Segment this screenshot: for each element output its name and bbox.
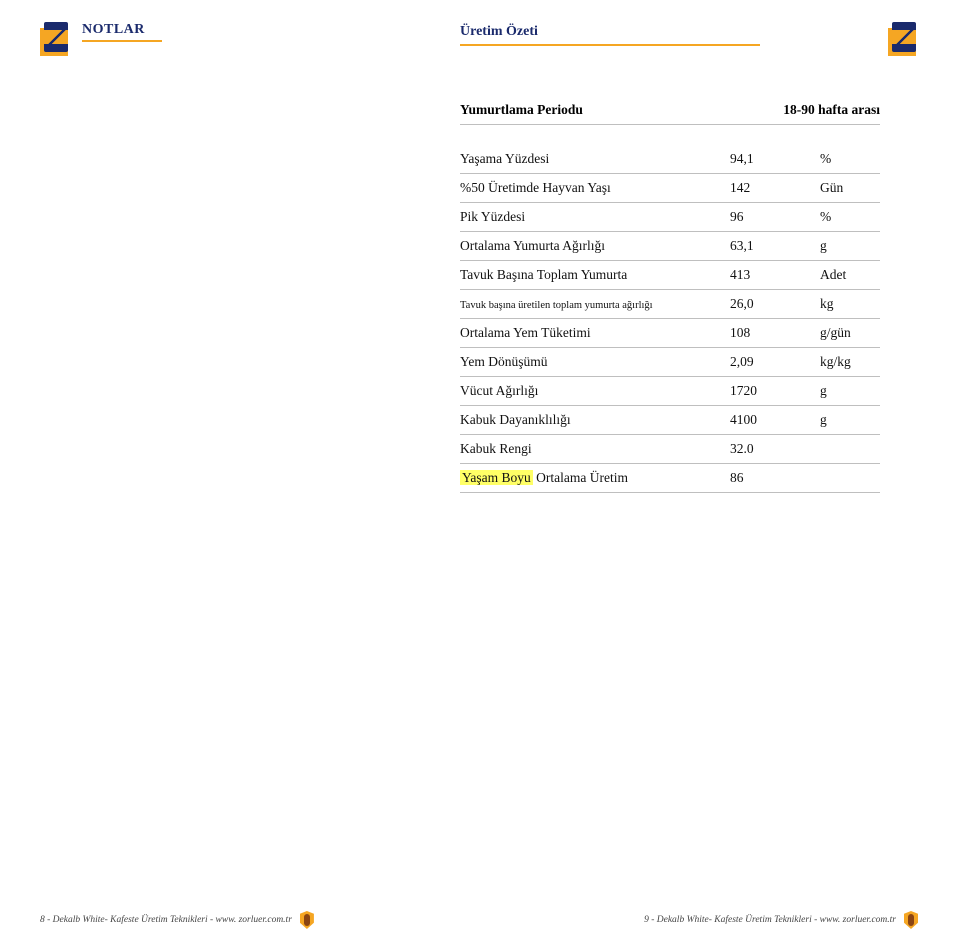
table-title-row: Yumurtlama Periodu 18-90 hafta arası	[460, 96, 880, 125]
table-row: Yaşama Yüzdesi 94,1 %	[460, 145, 880, 174]
row-unit: g/gün	[820, 325, 880, 341]
row-unit: Adet	[820, 267, 880, 283]
row-value: 94,1	[730, 151, 820, 167]
row-label: Yem Dönüşümü	[460, 354, 730, 370]
section-title: Üretim Özeti	[460, 24, 538, 40]
footer-logo-icon	[902, 911, 920, 929]
table-row: Vücut Ağırlığı 1720 g	[460, 377, 880, 406]
row-label: %50 Üretimde Hayvan Yaşı	[460, 180, 730, 196]
row-value: 4100	[730, 412, 820, 428]
row-label: Kabuk Dayanıklılığı	[460, 412, 730, 428]
row-value: 413	[730, 267, 820, 283]
footer-left-text: 8 - Dekalb White- Kafeste Üretim Teknikl…	[40, 915, 292, 925]
page-footer: 8 - Dekalb White- Kafeste Üretim Teknikl…	[40, 911, 920, 929]
footer-right-text: 9 - Dekalb White- Kafeste Üretim Teknikl…	[644, 915, 896, 925]
table-row: Yem Dönüşümü 2,09 kg/kg	[460, 348, 880, 377]
table-final-row: Yaşam Boyu Ortalama Üretim 86	[460, 464, 880, 493]
row-value: 142	[730, 180, 820, 196]
row-value: 108	[730, 325, 820, 341]
notes-heading: NOTLAR	[82, 22, 162, 38]
table-row: %50 Üretimde Hayvan Yaşı 142 Gün	[460, 174, 880, 203]
table-title-label: Yumurtlama Periodu	[460, 102, 783, 118]
row-value: 2,09	[730, 354, 820, 370]
row-label: Tavuk Başına Toplam Yumurta	[460, 267, 730, 283]
final-row-rest: Ortalama Üretim	[533, 470, 628, 485]
final-row-label: Yaşam Boyu Ortalama Üretim	[460, 470, 730, 486]
table-row: Kabuk Rengi 32.0	[460, 435, 880, 464]
row-value: 32.0	[730, 441, 820, 457]
table-row: Tavuk başına üretilen toplam yumurta ağı…	[460, 290, 880, 319]
row-value: 96	[730, 209, 820, 225]
row-unit: g	[820, 383, 880, 399]
table-row: Ortalama Yumurta Ağırlığı 63,1 g	[460, 232, 880, 261]
row-unit: g	[820, 412, 880, 428]
table-row: Ortalama Yem Tüketimi 108 g/gün	[460, 319, 880, 348]
row-value: 26,0	[730, 296, 820, 312]
brand-logo	[40, 22, 72, 56]
row-unit: %	[820, 209, 880, 225]
table-title-value: 18-90 hafta arası	[783, 102, 880, 118]
row-unit: %	[820, 151, 880, 167]
brand-logo-right	[888, 22, 920, 56]
row-label: Kabuk Rengi	[460, 441, 730, 457]
row-unit: Gün	[820, 180, 880, 196]
row-label: Vücut Ağırlığı	[460, 383, 730, 399]
footer-logo-icon	[298, 911, 316, 929]
row-label: Ortalama Yem Tüketimi	[460, 325, 730, 341]
notes-rule	[82, 40, 162, 42]
table-row: Pik Yüzdesi 96 %	[460, 203, 880, 232]
table-row: Tavuk Başına Toplam Yumurta 413 Adet	[460, 261, 880, 290]
final-row-value: 86	[730, 470, 820, 486]
row-label: Tavuk başına üretilen toplam yumurta ağı…	[460, 300, 730, 311]
row-value: 63,1	[730, 238, 820, 254]
row-label: Yaşama Yüzdesi	[460, 151, 730, 167]
summary-table: Yumurtlama Periodu 18-90 hafta arası Yaş…	[460, 96, 880, 493]
row-label: Ortalama Yumurta Ağırlığı	[460, 238, 730, 254]
row-label: Pik Yüzdesi	[460, 209, 730, 225]
section-rule	[460, 44, 760, 46]
table-row: Kabuk Dayanıklılığı 4100 g	[460, 406, 880, 435]
row-unit: g	[820, 238, 880, 254]
final-row-highlight: Yaşam Boyu	[460, 470, 533, 485]
row-unit: kg/kg	[820, 354, 880, 370]
row-unit: kg	[820, 296, 880, 312]
row-value: 1720	[730, 383, 820, 399]
